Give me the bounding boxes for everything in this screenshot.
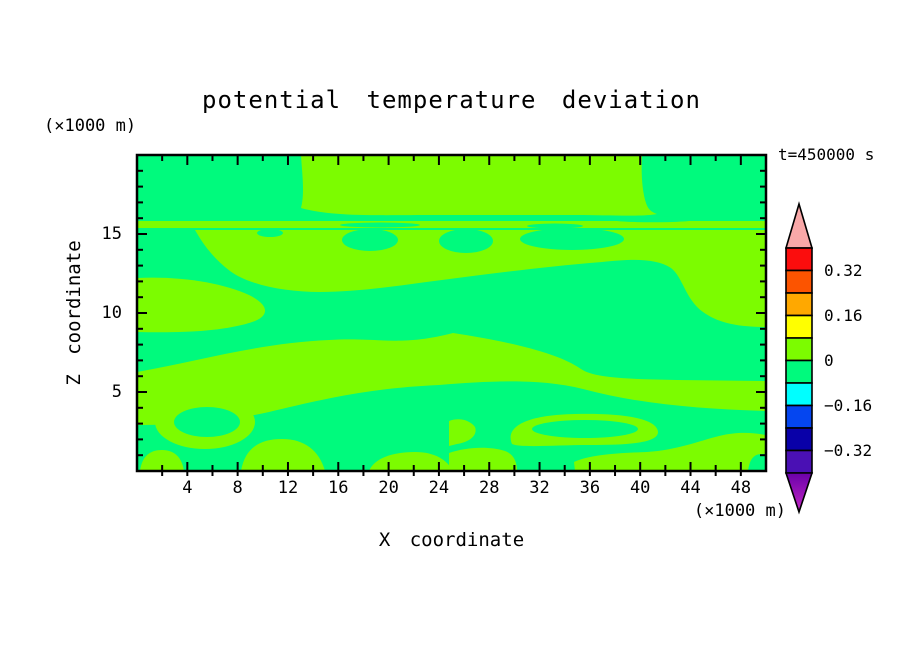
x-tick-label: 36 (579, 478, 601, 498)
colorbar-segment (785, 247, 813, 272)
colorbar-under-arrow (784, 472, 814, 515)
lower-left-hole-region (174, 407, 240, 437)
z-axis-unit-label: (×1000 m) (44, 116, 137, 136)
colorbar-segment (785, 359, 813, 384)
left-mid-blob-region (137, 277, 266, 333)
upper-band-region (195, 230, 766, 327)
x-tick-label: 32 (529, 478, 550, 498)
middle-band-region (137, 333, 766, 425)
bottom-right-band-region (574, 432, 766, 471)
upper-band-hole-1-region (342, 229, 398, 251)
bottom-dome-3-region (369, 452, 453, 471)
colorbar-over-arrow (784, 201, 814, 249)
x-tick-label: 48 (730, 478, 752, 498)
upper-plume-region (301, 155, 657, 216)
colorbar-tick-label: 0.16 (824, 305, 863, 325)
z-tick-label: 15 (101, 224, 122, 244)
colorbar-segment (785, 314, 813, 339)
colorbar-tick-label: −0.32 (824, 440, 873, 460)
x-tick-label: 8 (232, 478, 243, 498)
x-tick-label: 44 (680, 478, 701, 498)
bottom-dome-1-region (140, 450, 184, 471)
colorbar-tick-label: 0 (824, 350, 834, 370)
colorbar-segment (785, 404, 813, 429)
x-axis-unit-label: (×1000 m) (693, 501, 786, 521)
plot-border (135, 153, 768, 473)
upper-band-hole-3-region (520, 228, 624, 250)
x-tick-label: 24 (428, 478, 450, 498)
thin-layer-line-region (137, 221, 766, 228)
x-tick-label: 20 (378, 478, 399, 498)
layer-lens-2-region (340, 222, 420, 228)
z-axis-title: Z coordinate (63, 240, 85, 386)
x-tick-label: 28 (478, 478, 500, 498)
layer-lens-4-region (611, 216, 695, 223)
x-tick-label: 12 (277, 478, 299, 498)
layer-lens-3-region (527, 223, 583, 229)
colorbar-segment (785, 269, 813, 294)
colorbar (784, 201, 814, 515)
colorbar-segment (785, 292, 813, 317)
contour-plot (135, 153, 768, 476)
colorbar-tick-label: −0.16 (824, 395, 873, 415)
colorbar-segment (785, 382, 813, 407)
colorbar-segment (785, 337, 813, 362)
upper-band-hole-2-region (439, 229, 493, 253)
colorbar-segment (785, 449, 813, 474)
colorbar-segment (785, 427, 813, 452)
bottom-patch-a-region (449, 419, 476, 446)
time-annotation: t=450000 s (778, 145, 875, 164)
x-tick-label: 4 (182, 478, 193, 498)
x-tick-label: 16 (328, 478, 349, 498)
z-tick-label: 5 (111, 382, 122, 402)
z-tick-label: 10 (101, 303, 122, 323)
bottom-patch-b-region (449, 447, 517, 471)
x-tick-label: 40 (629, 478, 651, 498)
layer-lens-1-region (257, 229, 283, 237)
colorbar-tick-label: 0.32 (824, 260, 863, 280)
x-axis-title: X coordinate (378, 529, 525, 551)
chart-title: potential temperature deviation (202, 86, 701, 114)
bottom-dome-2-region (241, 439, 325, 471)
lower-right-lens-region (532, 420, 638, 438)
